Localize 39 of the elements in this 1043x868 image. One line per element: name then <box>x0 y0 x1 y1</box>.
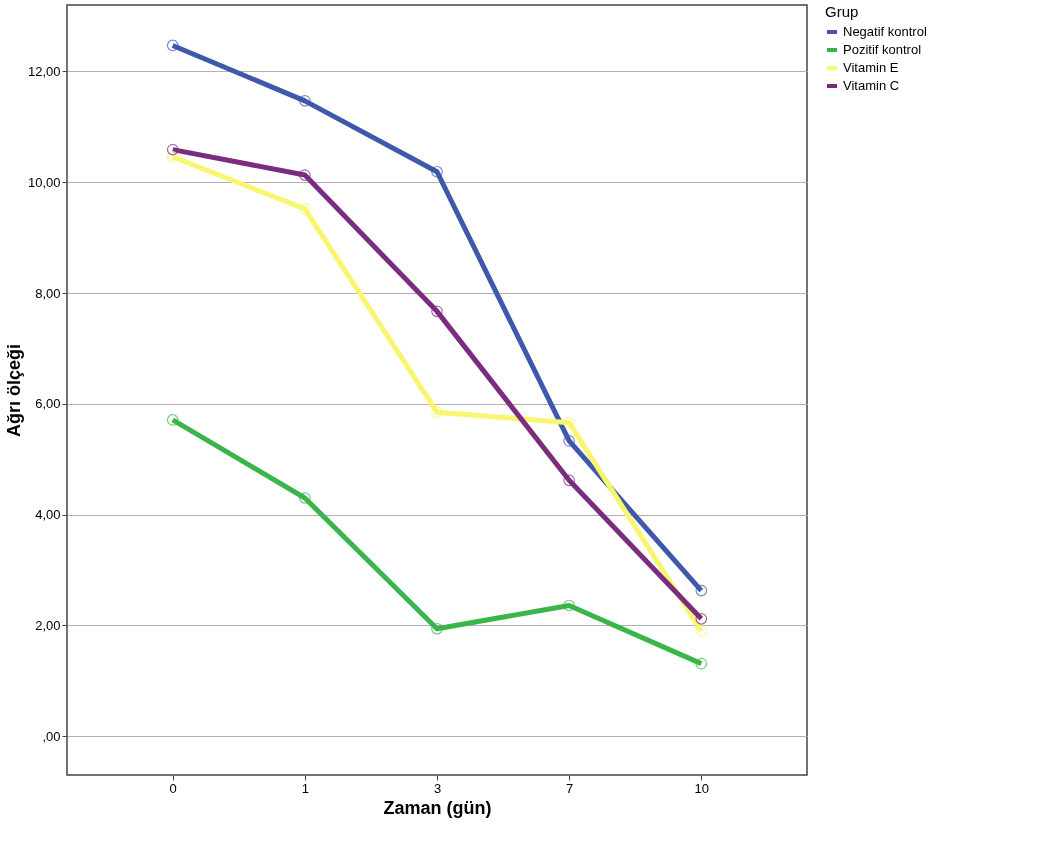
y-tick-label: 12,00 <box>27 63 61 79</box>
y-tick-label: 2,00 <box>35 617 61 633</box>
y-tick-label: 6,00 <box>35 396 61 412</box>
x-axis-title: Zaman (gün) <box>383 797 492 818</box>
point <box>695 584 708 597</box>
point <box>166 143 179 156</box>
point <box>431 406 443 418</box>
y-tick-label: 4,00 <box>35 507 61 523</box>
legend-title: Grup <box>825 3 859 20</box>
y-tick-label: 8,00 <box>35 285 61 301</box>
point <box>166 39 179 52</box>
y-tick-label: 10,00 <box>27 174 61 190</box>
point <box>299 203 311 215</box>
point <box>563 599 575 612</box>
point <box>431 165 443 178</box>
legend-label: Vitamin C <box>843 78 900 93</box>
x-tick-label: 10 <box>694 780 710 796</box>
y-axis-title: Ağrı ölçeği <box>3 343 24 438</box>
point <box>431 622 443 635</box>
point <box>166 414 179 426</box>
point <box>166 150 179 163</box>
point <box>563 435 575 447</box>
point <box>695 657 708 670</box>
point <box>563 474 575 487</box>
legend-label: Pozitif kontrol <box>843 42 922 57</box>
y-tick-label: ,00 <box>42 728 61 744</box>
point <box>563 416 575 429</box>
point <box>695 625 708 637</box>
x-tick-label: 7 <box>566 780 574 796</box>
point <box>299 169 311 181</box>
x-tick-label: 0 <box>169 780 177 796</box>
point <box>299 95 311 107</box>
legend-label: Negatif kontrol <box>843 24 927 39</box>
x-tick-label: 1 <box>301 780 309 796</box>
point <box>299 492 311 504</box>
point <box>695 612 708 625</box>
point <box>431 305 443 318</box>
x-tick-label: 3 <box>433 780 442 796</box>
legend-label: Vitamin E <box>843 60 899 75</box>
